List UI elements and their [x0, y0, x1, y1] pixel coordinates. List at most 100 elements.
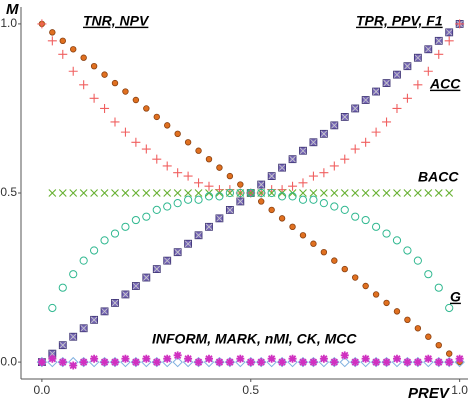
point [131, 358, 140, 367]
marker-cross [80, 324, 87, 332]
point [48, 354, 57, 363]
marker-star [58, 358, 67, 367]
marker-circle [48, 303, 57, 313]
marker-star [121, 354, 130, 363]
point [47, 36, 57, 46]
marker-star [257, 358, 266, 367]
point [309, 189, 318, 197]
point [184, 195, 193, 204]
point [36, 356, 48, 368]
marker-cross [257, 181, 265, 188]
marker-star [69, 361, 78, 370]
point [130, 356, 142, 368]
marker-x [372, 189, 380, 197]
marker-circle [309, 195, 318, 204]
marker-x [121, 189, 130, 197]
point [101, 71, 108, 78]
marker-circle [79, 256, 88, 265]
point [329, 161, 339, 171]
marker-cross [331, 122, 338, 129]
marker-circle [204, 192, 214, 201]
point [383, 299, 390, 307]
marker-x [90, 189, 98, 197]
point [310, 240, 317, 247]
point [455, 19, 465, 29]
point [340, 351, 349, 360]
marker-circle [163, 202, 172, 211]
point [372, 358, 381, 367]
y-tick-label: 0.5 [0, 185, 17, 199]
point [288, 181, 298, 191]
point [236, 197, 245, 206]
point [121, 222, 130, 231]
marker-cross [278, 164, 286, 171]
marker-diamond [412, 356, 424, 368]
marker-star [152, 358, 161, 367]
point [214, 356, 225, 368]
marker-star [445, 358, 454, 367]
point [361, 96, 370, 104]
point [361, 137, 371, 147]
point [362, 282, 369, 290]
marker-plus [423, 66, 433, 76]
point [361, 354, 370, 363]
marker-dot [164, 122, 171, 129]
series-label: G [450, 289, 461, 305]
marker-plus [340, 154, 350, 164]
point [79, 358, 88, 367]
marker-circle [340, 205, 349, 215]
point [37, 358, 46, 367]
point [413, 53, 422, 62]
y-tick-label: 1.0 [0, 16, 17, 30]
point [90, 246, 99, 255]
marker-x [111, 189, 119, 197]
point [299, 232, 307, 239]
point [256, 356, 267, 368]
marker-diamond [214, 356, 225, 368]
marker-diamond [381, 356, 392, 368]
marker-x [79, 189, 88, 197]
marker-dot [174, 130, 181, 138]
marker-x [434, 189, 443, 197]
point [184, 189, 192, 197]
marker-cross [383, 79, 390, 87]
marker-circle [131, 215, 140, 225]
x-tick-label: 0.0 [34, 383, 51, 397]
marker-circle [184, 195, 193, 204]
point [351, 189, 360, 197]
marker-dot [393, 308, 401, 315]
marker-diamond [370, 356, 382, 368]
marker-dot [362, 282, 369, 290]
point [319, 189, 328, 197]
marker-x [299, 189, 307, 197]
point [111, 189, 119, 197]
point [341, 265, 348, 273]
marker-plus [402, 93, 412, 103]
marker-circle [413, 256, 422, 265]
marker-cross [404, 62, 411, 70]
marker-circle [246, 188, 255, 198]
point [370, 356, 382, 368]
marker-cross [184, 240, 192, 248]
point [434, 283, 443, 292]
marker-dot [435, 341, 442, 349]
point [403, 358, 412, 367]
point [216, 164, 223, 171]
point [122, 88, 129, 95]
marker-circle [257, 188, 266, 198]
marker-star [131, 358, 140, 367]
marker-x [152, 189, 161, 197]
marker-plus [319, 168, 329, 178]
point [339, 356, 350, 368]
marker-dot [101, 71, 108, 78]
point [194, 358, 203, 367]
point [90, 62, 98, 70]
point [225, 358, 234, 367]
marker-star [110, 358, 119, 367]
marker-x [58, 189, 67, 197]
marker-dot [132, 96, 140, 104]
point [372, 291, 380, 298]
point [319, 354, 328, 363]
point [173, 189, 182, 197]
marker-diamond [36, 356, 48, 368]
